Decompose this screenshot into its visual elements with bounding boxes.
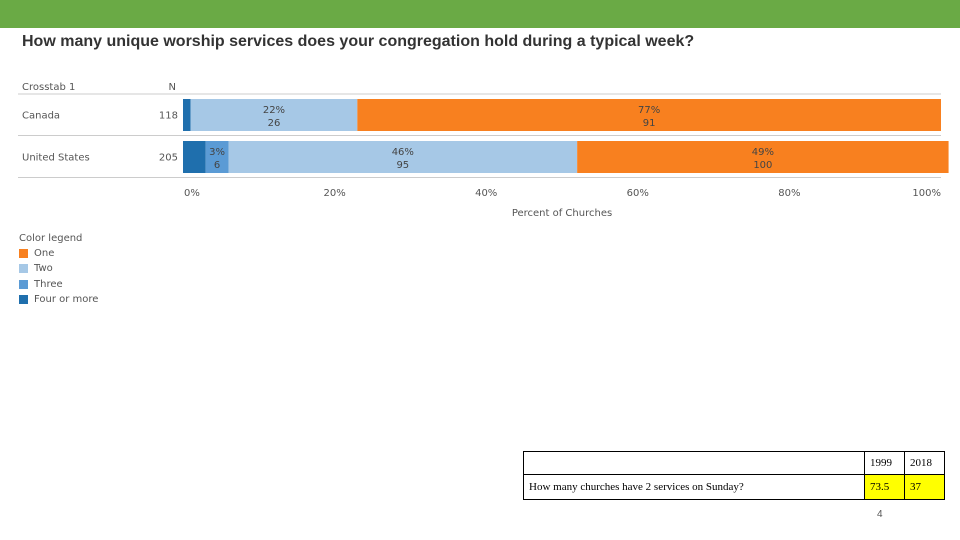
bar-united-states-four-or-more bbox=[183, 141, 206, 173]
legend-label-one: One bbox=[34, 248, 55, 260]
bar-canada-four-or-more bbox=[183, 99, 191, 131]
color-legend: Color legend One Two Three Four or more bbox=[19, 233, 98, 307]
stacked-bar-chart: Crosstab 1 N Canada 118 22% 26 77% 91 United Sta… bbox=[18, 82, 949, 219]
question-cell: How many churches have 2 services on Sun… bbox=[523, 474, 865, 500]
row-n-canada: 118 bbox=[159, 111, 178, 122]
data-label-pct-united-states-one: 49% bbox=[752, 147, 774, 158]
legend-title: Color legend bbox=[19, 233, 83, 244]
value-1999-cell: 73.5 bbox=[864, 474, 905, 500]
crosstab-header-label: Crosstab 1 bbox=[22, 82, 75, 93]
data-label-count-united-states-two: 95 bbox=[396, 160, 409, 171]
x-tick-label-0: 0% bbox=[184, 188, 200, 199]
legend-item-one: One bbox=[19, 246, 98, 261]
legend-swatch-one bbox=[19, 249, 28, 259]
data-label-pct-united-states-two: 46% bbox=[392, 147, 414, 158]
data-label-pct-united-states-three: 3% bbox=[209, 147, 225, 158]
legend-item-four-or-more: Four or more bbox=[19, 292, 98, 307]
row-label-canada: Canada bbox=[22, 111, 60, 122]
x-tick-label-20: 20% bbox=[323, 188, 345, 199]
x-tick-label-80: 80% bbox=[778, 188, 800, 199]
table-empty-cell bbox=[523, 451, 865, 475]
x-tick-label-60: 60% bbox=[627, 188, 649, 199]
x-axis-label: Percent of Churches bbox=[512, 208, 612, 219]
bar-canada-two bbox=[190, 99, 358, 131]
legend-swatch-three bbox=[19, 279, 28, 289]
data-label-count-united-states-three: 6 bbox=[214, 160, 220, 171]
data-label-pct-canada-one: 77% bbox=[638, 105, 660, 116]
legend-label-three: Three bbox=[34, 278, 63, 290]
legend-item-three: Three bbox=[19, 277, 98, 292]
legend-swatch-four-or-more bbox=[19, 295, 28, 305]
table-header-row: 1999 2018 bbox=[523, 451, 945, 475]
row-n-united-states: 205 bbox=[159, 153, 178, 164]
x-tick-label-100: 100% bbox=[912, 188, 941, 199]
top-accent-bar bbox=[0, 0, 960, 28]
legend-label-four-or-more: Four or more bbox=[34, 294, 99, 306]
n-column-header: N bbox=[169, 82, 176, 93]
legend-item-two: Two bbox=[19, 261, 98, 276]
comparison-table: 1999 2018 How many churches have 2 servi… bbox=[523, 451, 945, 500]
x-tick-label-40: 40% bbox=[475, 188, 497, 199]
table-row: How many churches have 2 services on Sun… bbox=[523, 474, 945, 500]
bar-canada-one bbox=[357, 99, 942, 131]
page-title: How many unique worship services does yo… bbox=[22, 33, 695, 50]
year-2018-header: 2018 bbox=[904, 451, 945, 475]
data-label-count-canada-two: 26 bbox=[268, 118, 281, 129]
page-number: 4 bbox=[877, 509, 883, 520]
bar-united-states-three bbox=[205, 141, 229, 173]
data-label-pct-canada-two: 22% bbox=[263, 105, 285, 116]
data-label-count-canada-one: 91 bbox=[643, 118, 656, 129]
bar-united-states-two bbox=[228, 141, 578, 173]
row-label-united-states: United States bbox=[22, 153, 90, 164]
data-label-count-united-states-one: 100 bbox=[753, 160, 772, 171]
bar-united-states-one bbox=[577, 141, 949, 173]
legend-swatch-two bbox=[19, 264, 28, 274]
legend-label-two: Two bbox=[34, 263, 53, 275]
value-2018-cell: 37 bbox=[904, 474, 945, 500]
year-1999-header: 1999 bbox=[864, 451, 905, 475]
